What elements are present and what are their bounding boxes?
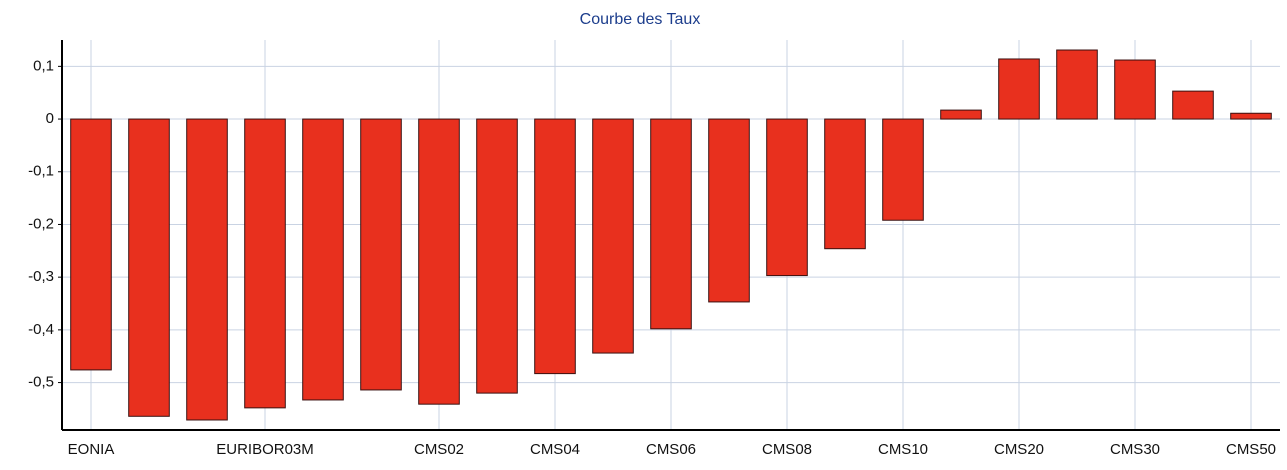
bar: [1114, 59, 1156, 120]
bar: [1056, 49, 1098, 120]
bar: [650, 118, 692, 330]
bar: [940, 109, 982, 120]
bar: [70, 118, 112, 371]
x-tick-label: CMS10: [878, 441, 928, 458]
bar: [824, 118, 866, 250]
bar: [418, 118, 460, 405]
y-tick-label: -0,4: [28, 321, 54, 338]
x-tick-label: CMS02: [414, 441, 464, 458]
y-tick-label: -0,5: [28, 374, 54, 391]
x-tick-label: CMS08: [762, 441, 812, 458]
bar: [592, 118, 634, 354]
bar: [186, 118, 228, 421]
x-tick-label: CMS06: [646, 441, 696, 458]
bar: [128, 118, 170, 417]
x-tick-label: EONIA: [68, 441, 115, 458]
bar: [882, 118, 924, 221]
bar: [302, 118, 344, 401]
x-tick-label: CMS50: [1226, 441, 1276, 458]
chart-title: Courbe des Taux: [580, 11, 701, 28]
bar: [766, 118, 808, 277]
y-tick-label: -0,3: [28, 268, 54, 285]
bar: [708, 118, 750, 303]
y-tick-label: 0,1: [33, 57, 54, 74]
bar: [998, 58, 1040, 120]
x-tick-label: EURIBOR03M: [216, 441, 314, 458]
bar: [534, 118, 576, 375]
bar: [1172, 90, 1214, 120]
bar: [476, 118, 518, 394]
x-tick-label: CMS04: [530, 441, 580, 458]
y-tick-label: -0,2: [28, 215, 54, 232]
x-tick-label: CMS20: [994, 441, 1044, 458]
bar: [1230, 112, 1272, 120]
bar: [244, 118, 286, 409]
y-tick-label: 0: [46, 110, 54, 127]
bar: [360, 118, 402, 391]
x-tick-label: CMS30: [1110, 441, 1160, 458]
y-tick-label: -0,1: [28, 163, 54, 180]
